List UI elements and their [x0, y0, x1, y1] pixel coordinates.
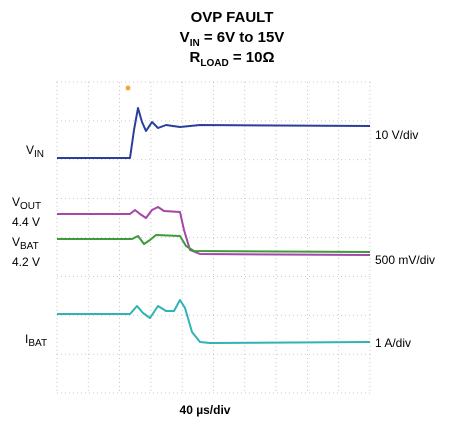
- title-part: R: [190, 49, 201, 66]
- title-part: V: [180, 29, 190, 46]
- vout-level: 4.4 V: [12, 215, 40, 229]
- label-sub: IN: [34, 149, 44, 160]
- vbat-label: VBAT: [12, 235, 39, 252]
- v-scale: 500 mV/div: [375, 253, 435, 267]
- i-scale: 1 A/div: [375, 336, 411, 350]
- title-part: = 6V to 15V: [200, 29, 285, 46]
- vin-label: VIN: [26, 143, 44, 160]
- label-part: I: [25, 332, 28, 346]
- label-sub: BAT: [28, 338, 47, 349]
- scope-grid: [56, 81, 371, 394]
- label-sub: BAT: [20, 241, 39, 252]
- ibat-label: IBAT: [25, 332, 47, 349]
- label-part: V: [12, 195, 20, 209]
- label-part: V: [12, 235, 20, 249]
- title-sub: IN: [190, 38, 200, 49]
- time-scale: 40 µs/div: [180, 403, 231, 417]
- title-line: VIN = 6V to 15V: [180, 29, 285, 49]
- trigger-marker: [125, 85, 131, 91]
- vbat-trace: [57, 234, 371, 253]
- label-part: V: [26, 143, 34, 157]
- vin-scale: 10 V/div: [375, 128, 418, 142]
- label-sub: OUT: [20, 201, 41, 212]
- title-sub: LOAD: [200, 58, 228, 69]
- vbat-level: 4.2 V: [12, 255, 40, 269]
- title-line: OVP FAULT: [191, 9, 274, 26]
- vout-trace: [57, 206, 371, 256]
- title-line: RLOAD = 10Ω: [190, 49, 275, 69]
- vin-trace: [57, 107, 371, 159]
- ibat-trace: [57, 299, 371, 344]
- vout-label: VOUT: [12, 195, 41, 212]
- title-part: = 10Ω: [229, 49, 275, 66]
